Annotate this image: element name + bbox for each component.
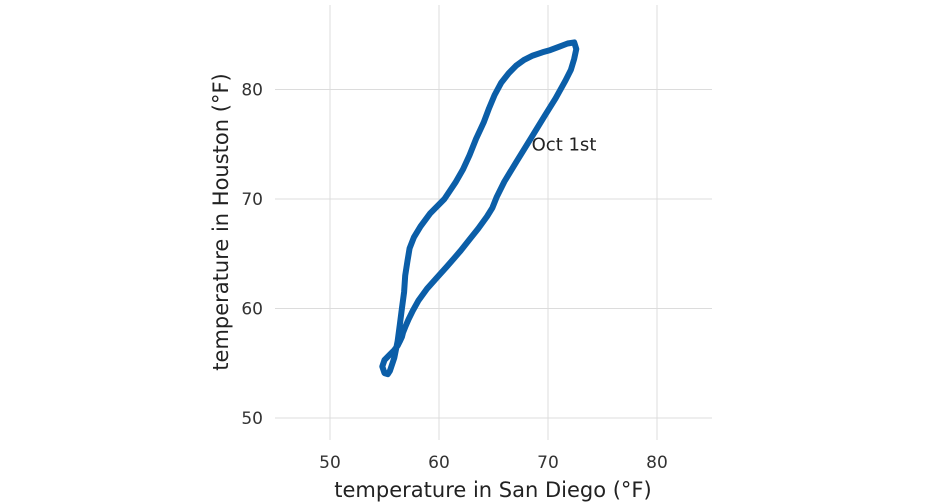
x-tick-label: 60 — [428, 453, 450, 473]
x-axis-title: temperature in San Diego (°F) — [334, 478, 651, 502]
x-tick-label: 80 — [646, 453, 668, 473]
x-tick-label: 70 — [537, 453, 559, 473]
y-grid — [275, 89, 712, 419]
plot-area: Oct 1st — [275, 5, 712, 440]
y-tick-label: 60 — [241, 300, 263, 320]
x-grid — [329, 5, 658, 440]
x-tick-label: 50 — [319, 453, 341, 473]
y-axis-title: temperature in Houston (°F) — [209, 73, 233, 370]
y-tick-label: 70 — [241, 190, 263, 210]
annotation-oct-1st: Oct 1st — [532, 134, 597, 155]
x-axis-tick-labels: 50 60 70 80 — [319, 453, 668, 473]
temperature-loop-line — [379, 39, 580, 378]
y-tick-label: 80 — [241, 81, 263, 101]
y-tick-label: 50 — [241, 409, 263, 429]
y-axis-tick-labels: 50 60 70 80 — [241, 81, 263, 430]
